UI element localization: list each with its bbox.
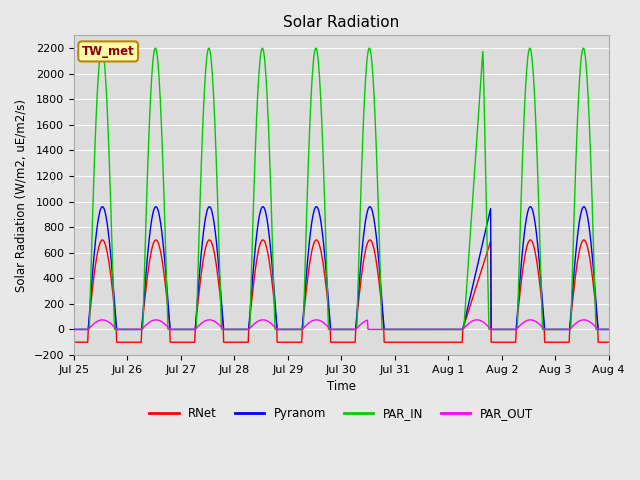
Title: Solar Radiation: Solar Radiation: [283, 15, 399, 30]
X-axis label: Time: Time: [327, 380, 356, 393]
Text: TW_met: TW_met: [82, 45, 134, 58]
Y-axis label: Solar Radiation (W/m2, uE/m2/s): Solar Radiation (W/m2, uE/m2/s): [15, 99, 28, 292]
Legend: RNet, Pyranom, PAR_IN, PAR_OUT: RNet, Pyranom, PAR_IN, PAR_OUT: [145, 402, 538, 425]
